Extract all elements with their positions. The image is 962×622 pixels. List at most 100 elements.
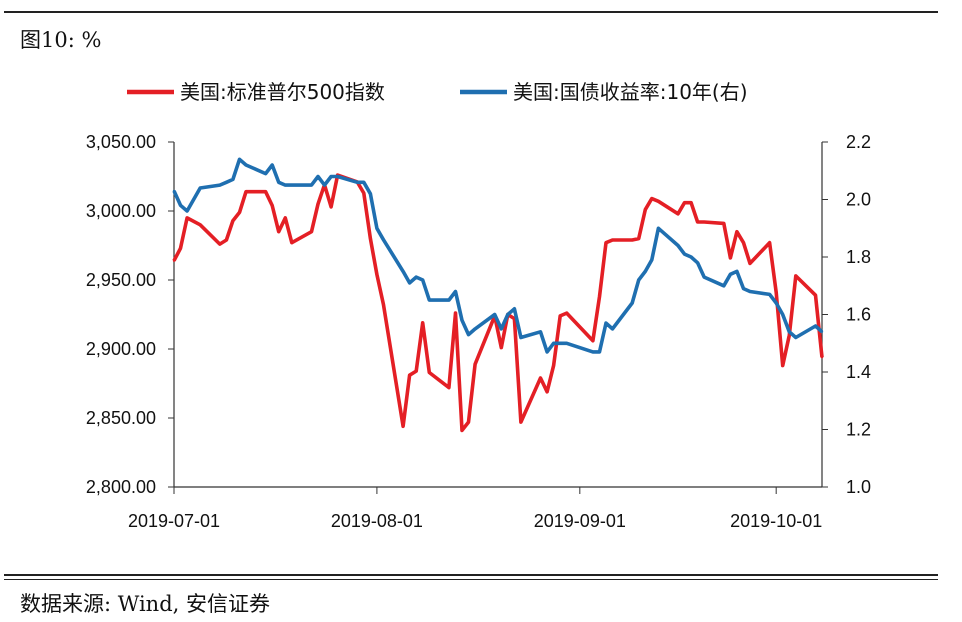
series-1-point bbox=[644, 208, 647, 211]
left-tick-label: 2,850.00 bbox=[86, 408, 156, 428]
source-note: 数据来源: Wind, 安信证券 bbox=[20, 592, 270, 616]
series-2-point bbox=[401, 270, 405, 273]
series-2-point bbox=[552, 342, 555, 345]
series-1-point bbox=[729, 256, 732, 260]
right-tick-label: 2.2 bbox=[846, 132, 871, 152]
left-tick-label: 2,900.00 bbox=[86, 339, 156, 359]
series-1-point bbox=[820, 356, 824, 359]
series-2-point bbox=[408, 281, 411, 285]
series-2-point bbox=[244, 163, 248, 167]
series-1-point bbox=[362, 191, 365, 195]
series-2-point bbox=[369, 192, 372, 195]
x-tick-label: 2019-10-01 bbox=[730, 511, 822, 531]
series-2-point bbox=[225, 181, 228, 184]
series-1-point bbox=[375, 273, 379, 276]
series-1-point bbox=[244, 190, 248, 193]
series-1-point bbox=[703, 220, 706, 224]
series-2-point bbox=[218, 183, 221, 187]
series-1-point bbox=[657, 200, 660, 203]
series-1-point bbox=[179, 247, 182, 250]
figure-title: 图10: % bbox=[20, 28, 102, 52]
series-2-point bbox=[513, 307, 516, 310]
bottom-rule-1 bbox=[4, 574, 938, 576]
series-2-point bbox=[375, 227, 379, 230]
series-2-point bbox=[238, 158, 241, 161]
series-1-point bbox=[408, 374, 411, 377]
series-1-point bbox=[519, 420, 523, 424]
series-line-2 bbox=[172, 157, 824, 354]
series-2-point bbox=[473, 327, 477, 331]
series-2-point bbox=[689, 255, 693, 259]
series-2-point bbox=[729, 273, 732, 276]
right-tick-label: 1.4 bbox=[846, 362, 871, 382]
series-1-point bbox=[748, 262, 752, 265]
legend-label-2: 美国:国债收益率:10年(右) bbox=[513, 80, 748, 104]
series-2-point bbox=[316, 175, 320, 178]
series-2-point bbox=[696, 261, 699, 264]
series-1-point bbox=[218, 242, 221, 246]
series-2-point bbox=[179, 204, 182, 207]
series-2-point bbox=[820, 330, 824, 333]
series-2-point bbox=[447, 298, 451, 302]
right-tick-label: 1.8 bbox=[846, 247, 871, 267]
series-1-point bbox=[598, 295, 601, 298]
series-1-point bbox=[271, 204, 274, 207]
series-2-point bbox=[506, 313, 509, 316]
series-1-point bbox=[473, 363, 477, 366]
series-2-point bbox=[598, 350, 601, 354]
series-1-point bbox=[382, 303, 385, 306]
right-tick-label: 1.0 bbox=[846, 477, 871, 497]
series-2-point bbox=[271, 163, 274, 167]
series-2-point bbox=[539, 330, 542, 333]
series-1-point bbox=[768, 241, 771, 244]
series-2-point bbox=[336, 175, 339, 178]
series-1-point bbox=[199, 223, 202, 226]
series-2-point bbox=[519, 336, 523, 339]
right-tick-label: 1.2 bbox=[846, 420, 871, 440]
series-1-point bbox=[401, 425, 405, 428]
series-1-point bbox=[696, 220, 699, 224]
series-1-point bbox=[185, 216, 189, 220]
series-lines bbox=[172, 157, 824, 433]
series-1-point bbox=[591, 339, 595, 342]
series-2-point bbox=[421, 278, 424, 282]
series-2-point bbox=[748, 290, 752, 293]
series-1-point bbox=[650, 197, 653, 200]
series-2-point bbox=[781, 313, 784, 316]
legend-label-1: 美国:标准普尔500指数 bbox=[180, 80, 385, 104]
series-2-point bbox=[703, 275, 706, 279]
series-1-point bbox=[775, 291, 778, 294]
series-2-point bbox=[565, 342, 568, 345]
series-1-point bbox=[604, 241, 608, 244]
series-2-point bbox=[775, 301, 778, 305]
series-2-point bbox=[362, 181, 365, 184]
series-1-point bbox=[231, 219, 235, 222]
series-2-point bbox=[676, 244, 680, 247]
left-tick-label: 3,000.00 bbox=[86, 201, 156, 221]
series-2-point bbox=[467, 333, 470, 336]
series-2-point bbox=[460, 319, 464, 322]
series-2-point bbox=[814, 324, 817, 328]
series-1-point bbox=[460, 429, 464, 432]
series-2-point bbox=[637, 278, 640, 282]
series-1-point bbox=[676, 212, 680, 215]
series-2-point bbox=[428, 298, 431, 302]
series-2-point bbox=[788, 330, 791, 333]
series-2-point bbox=[284, 183, 287, 187]
series-2-point bbox=[545, 350, 549, 354]
series-2-point bbox=[454, 290, 457, 293]
series-1-point bbox=[467, 420, 470, 424]
series-2-point bbox=[231, 178, 235, 181]
series-2-point bbox=[329, 175, 333, 178]
series-1-point bbox=[539, 376, 542, 380]
right-tick-label: 2.0 bbox=[846, 190, 871, 210]
series-1-point bbox=[290, 241, 293, 244]
series-1-point bbox=[369, 237, 372, 240]
series-2-point bbox=[683, 252, 686, 256]
series-1-point bbox=[264, 190, 267, 193]
series-1-point bbox=[565, 311, 568, 315]
x-tick-label: 2019-09-01 bbox=[534, 511, 626, 531]
series-2-point bbox=[644, 270, 647, 273]
series-1-point bbox=[316, 202, 320, 206]
